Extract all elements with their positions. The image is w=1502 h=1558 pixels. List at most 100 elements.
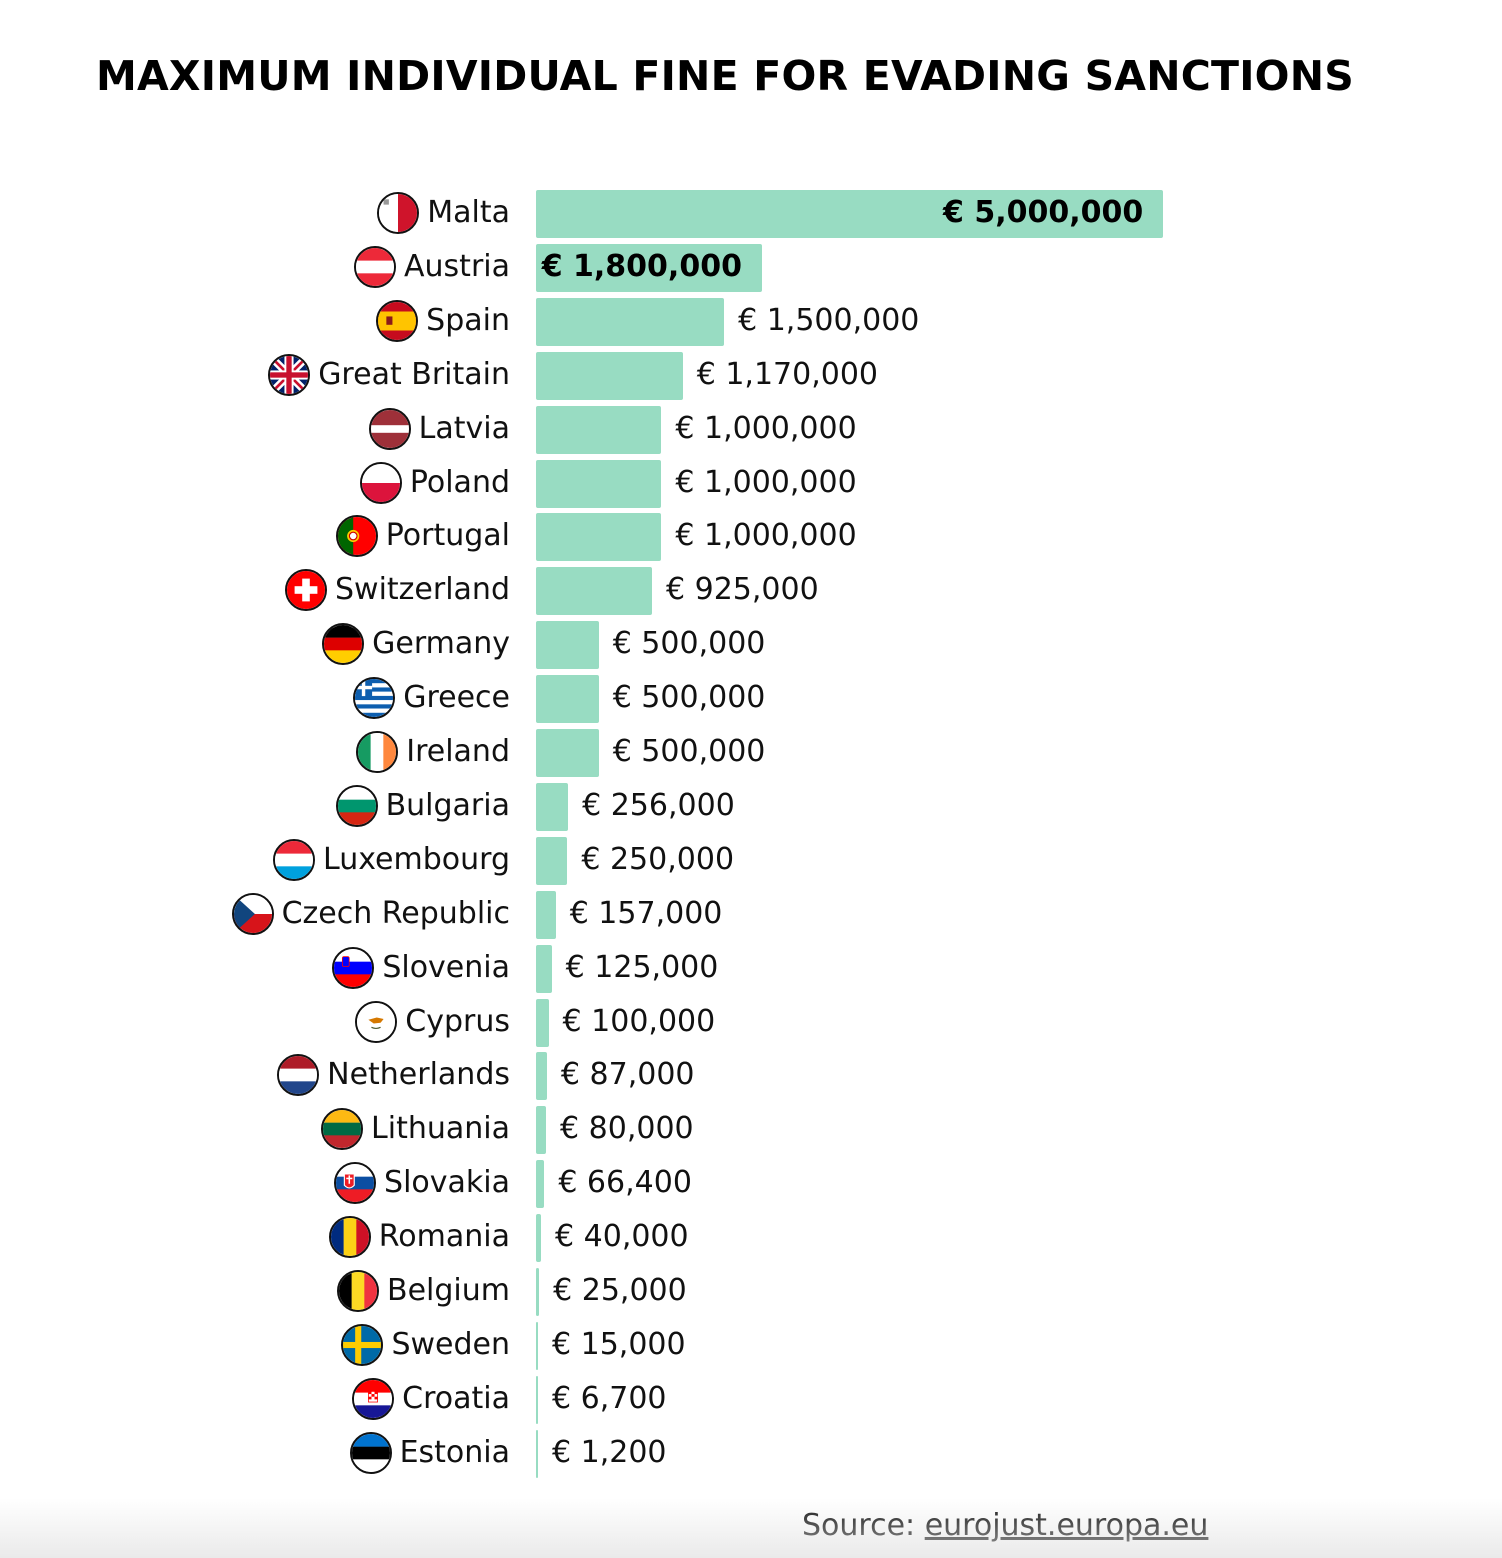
bar-spain bbox=[536, 297, 725, 346]
source-line: Source: eurojust.europa.eu bbox=[802, 1508, 1208, 1543]
bar-portugal bbox=[536, 513, 662, 562]
bar-row-spain: Spain € 1,500,000 bbox=[0, 296, 1502, 350]
value-label-switzerland: € 925,000 bbox=[665, 572, 819, 608]
czech-republic-flag-icon bbox=[232, 892, 274, 935]
sweden-flag-icon bbox=[341, 1323, 383, 1366]
country-label-germany: Germany bbox=[372, 626, 510, 662]
country-label-czech-republic: Czech Republic bbox=[281, 895, 510, 931]
bulgaria-flag-icon bbox=[336, 784, 378, 827]
value-label-cyprus: € 100,000 bbox=[562, 1003, 716, 1039]
great-britain-flag-icon bbox=[268, 353, 310, 396]
value-label-spain: € 1,500,000 bbox=[738, 302, 920, 338]
belgium-flag-icon bbox=[337, 1270, 379, 1312]
source-link[interactable]: eurojust.europa.eu bbox=[924, 1508, 1209, 1543]
latvia-flag-icon bbox=[369, 407, 411, 450]
country-label-netherlands: Netherlands bbox=[327, 1057, 510, 1093]
bar-row-malta: Malta € 5,000,000 bbox=[0, 188, 1502, 242]
bar-slovenia bbox=[536, 944, 552, 993]
bar-malta bbox=[536, 190, 1163, 238]
bar-row-slovenia: Slovenia € 125,000 bbox=[0, 943, 1502, 997]
greece-flag-icon bbox=[353, 677, 395, 720]
bar-netherlands bbox=[536, 1052, 547, 1101]
country-label-portugal: Portugal bbox=[385, 518, 510, 554]
netherlands-flag-icon bbox=[277, 1054, 319, 1097]
bar-germany bbox=[536, 621, 599, 670]
value-label-estonia: € 1,200 bbox=[552, 1434, 667, 1470]
value-label-greece: € 500,000 bbox=[612, 680, 766, 716]
bar-row-estonia: Estonia € 1,200 bbox=[0, 1428, 1502, 1482]
ireland-flag-icon bbox=[356, 731, 398, 773]
slovakia-flag-icon bbox=[334, 1162, 376, 1205]
luxembourg-flag-icon bbox=[273, 838, 315, 881]
value-label-czech-republic: € 157,000 bbox=[569, 895, 723, 931]
slovenia-flag-icon bbox=[332, 946, 374, 989]
country-label-latvia: Latvia bbox=[418, 410, 510, 446]
bar-belgium bbox=[536, 1268, 540, 1316]
bar-row-luxembourg: Luxembourg € 250,000 bbox=[0, 835, 1502, 889]
country-label-estonia: Estonia bbox=[399, 1434, 510, 1470]
bar-chart: Malta € 5,000,000 Austria € 1,800,000 Spain €… bbox=[0, 188, 1502, 1482]
value-label-croatia: € 6,700 bbox=[552, 1380, 667, 1416]
bar-lithuania bbox=[536, 1106, 547, 1155]
bar-row-austria: Austria € 1,800,000 bbox=[0, 242, 1502, 296]
value-label-belgium: € 25,000 bbox=[553, 1273, 687, 1308]
country-label-great-britain: Great Britain bbox=[318, 356, 510, 392]
bar-row-cyprus: Cyprus € 100,000 bbox=[0, 997, 1502, 1051]
bar-row-bulgaria: Bulgaria € 256,000 bbox=[0, 781, 1502, 835]
bar-row-belgium: Belgium € 25,000 bbox=[0, 1266, 1502, 1320]
value-label-poland: € 1,000,000 bbox=[675, 464, 857, 500]
country-label-bulgaria: Bulgaria bbox=[385, 787, 510, 823]
bar-row-slovakia: Slovakia € 66,400 bbox=[0, 1158, 1502, 1212]
bar-row-ireland: Ireland € 500,000 bbox=[0, 727, 1502, 781]
country-label-spain: Spain bbox=[426, 302, 510, 338]
country-label-sweden: Sweden bbox=[391, 1326, 510, 1362]
spain-flag-icon bbox=[376, 299, 418, 342]
value-label-malta: € 5,000,000 bbox=[943, 195, 1144, 230]
bar-row-latvia: Latvia € 1,000,000 bbox=[0, 404, 1502, 458]
value-label-ireland: € 500,000 bbox=[612, 734, 766, 769]
value-label-slovakia: € 66,400 bbox=[558, 1165, 692, 1201]
bar-czech-republic bbox=[536, 890, 556, 939]
bar-row-greece: Greece € 500,000 bbox=[0, 673, 1502, 727]
portugal-flag-icon bbox=[336, 515, 378, 558]
country-label-belgium: Belgium bbox=[387, 1273, 510, 1308]
source-prefix: Source: bbox=[802, 1508, 925, 1543]
bar-luxembourg bbox=[536, 836, 568, 885]
country-label-lithuania: Lithuania bbox=[371, 1111, 510, 1147]
value-label-sweden: € 15,000 bbox=[552, 1326, 686, 1362]
country-label-cyprus: Cyprus bbox=[405, 1003, 510, 1039]
bar-ireland bbox=[536, 729, 599, 777]
bar-row-romania: Romania € 40,000 bbox=[0, 1212, 1502, 1266]
country-label-slovenia: Slovenia bbox=[382, 949, 510, 985]
lithuania-flag-icon bbox=[321, 1108, 363, 1151]
bar-romania bbox=[536, 1214, 542, 1263]
country-label-croatia: Croatia bbox=[402, 1380, 510, 1416]
bar-row-sweden: Sweden € 15,000 bbox=[0, 1320, 1502, 1374]
value-label-great-britain: € 1,170,000 bbox=[696, 356, 879, 392]
estonia-flag-icon bbox=[350, 1431, 392, 1474]
country-label-greece: Greece bbox=[403, 680, 510, 716]
bar-great-britain bbox=[536, 351, 683, 400]
bar-row-great-britain: Great Britain € 1,170,000 bbox=[0, 350, 1502, 404]
country-label-luxembourg: Luxembourg bbox=[323, 841, 510, 877]
bar-cyprus bbox=[536, 998, 549, 1047]
bar-row-netherlands: Netherlands € 87,000 bbox=[0, 1050, 1502, 1104]
bar-latvia bbox=[536, 405, 662, 454]
malta-flag-icon bbox=[377, 192, 419, 234]
romania-flag-icon bbox=[329, 1216, 371, 1259]
poland-flag-icon bbox=[360, 461, 402, 504]
germany-flag-icon bbox=[322, 623, 364, 666]
country-label-switzerland: Switzerland bbox=[335, 572, 510, 608]
bar-row-czech-republic: Czech Republic € 157,000 bbox=[0, 889, 1502, 943]
bottom-shadow bbox=[0, 1498, 1502, 1558]
bar-sweden bbox=[536, 1321, 538, 1370]
chart-title: MAXIMUM INDIVIDUAL FINE FOR EVADING SANC… bbox=[96, 52, 1354, 100]
value-label-bulgaria: € 256,000 bbox=[582, 787, 735, 823]
bar-bulgaria bbox=[536, 782, 569, 831]
value-label-portugal: € 1,000,000 bbox=[675, 518, 857, 554]
bar-row-croatia: Croatia € 6,700 bbox=[0, 1374, 1502, 1428]
country-label-malta: Malta bbox=[427, 195, 510, 230]
bar-austria bbox=[536, 243, 762, 292]
country-label-austria: Austria bbox=[404, 248, 510, 284]
bar-slovakia bbox=[536, 1160, 545, 1209]
